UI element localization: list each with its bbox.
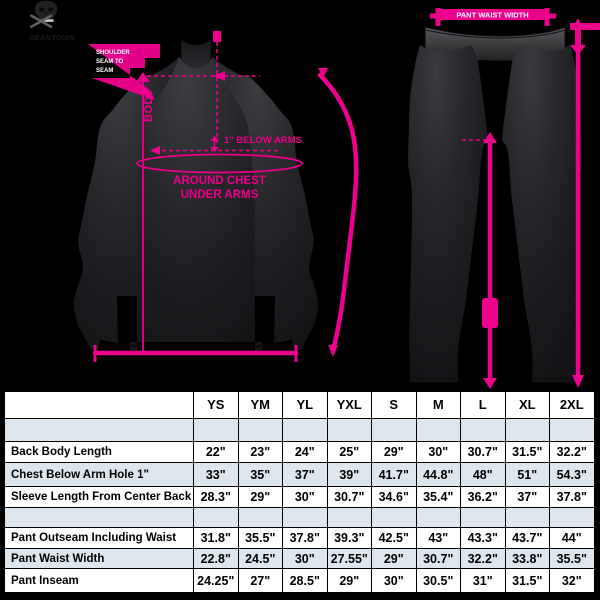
svg-text:BEANTOWN: BEANTOWN [29,33,75,42]
svg-text:PANT WAIST WIDTH: PANT WAIST WIDTH [456,11,528,20]
